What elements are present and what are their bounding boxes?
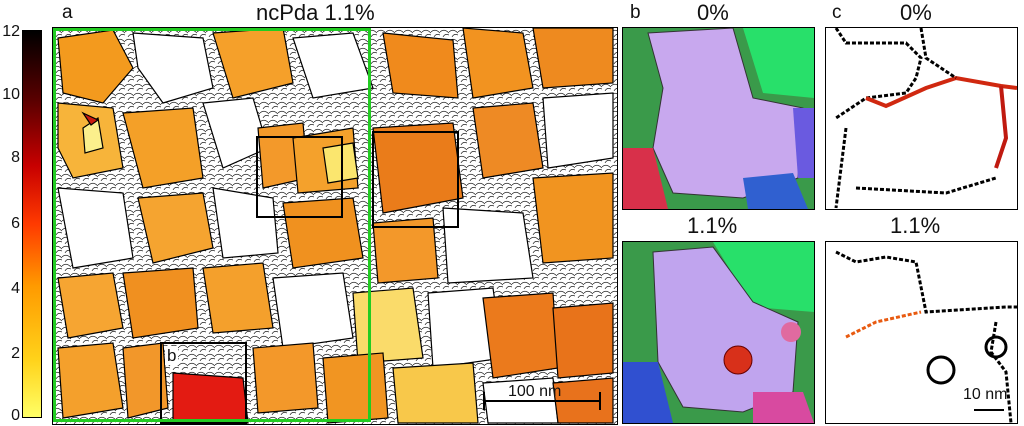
green-region-box (53, 28, 371, 422)
scale-bar-100nm-label: 100 nm (508, 383, 562, 400)
scale-bar-10nm (974, 409, 1004, 411)
inset-b-label: b (165, 346, 179, 365)
scale-bar-10nm-label: 10 nm (963, 386, 1008, 403)
panel-a-map: b 100 nm (52, 27, 618, 425)
colorbar-tick-12: 12 (2, 23, 20, 40)
panel-b-bottom-map (622, 241, 815, 424)
colorbar-tick-8: 8 (11, 149, 20, 166)
colorbar (22, 30, 42, 418)
panel-b-top-map (622, 27, 815, 210)
panel-b-top-label: 0% (697, 0, 729, 25)
panel-c-letter: c (832, 2, 842, 23)
panel-c-bottom-map: 10 nm (825, 241, 1018, 424)
panel-b-bottom-label: 1.1% (687, 213, 738, 238)
panel-c-bottom-label: 1.1% (890, 213, 941, 238)
panel-a-title: ncPda 1.1% (256, 0, 375, 25)
colorbar-tick-2: 2 (11, 345, 20, 362)
colorbar-tick-10: 10 (2, 86, 20, 103)
panel-b-letter: b (630, 2, 641, 23)
panel-c-top-label: 0% (900, 0, 932, 25)
colorbar-tick-0: 0 (11, 407, 20, 424)
panel-c-top-map (825, 27, 1018, 210)
colorbar-tick-4: 4 (11, 280, 20, 297)
panel-a-letter: a (62, 2, 73, 23)
colorbar-tick-6: 6 (11, 215, 20, 232)
